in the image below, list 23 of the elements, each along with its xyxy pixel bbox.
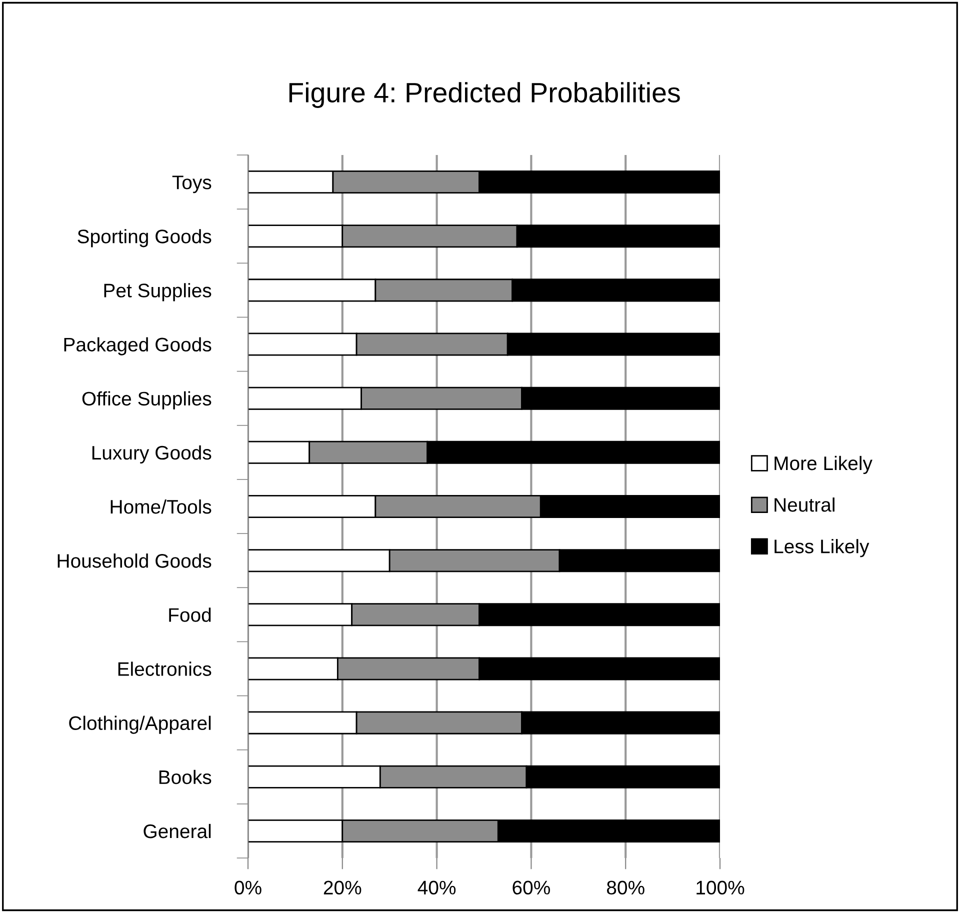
y-tick-label: Household Goods (58, 554, 212, 568)
x-tick-label: 80% (606, 880, 644, 895)
x-tick-label: 0% (234, 880, 262, 895)
y-tick-label: Toys (172, 176, 212, 194)
legend-label: More Likely (774, 456, 872, 474)
y-tick-label: Office Supplies (82, 391, 212, 410)
y-tick-label: Clothing/Apparel (69, 716, 211, 734)
y-tick-label: Packaged Goods (64, 337, 212, 356)
y-tick-label: Electronics (118, 662, 212, 676)
legend-label: Less Likely (774, 539, 870, 558)
y-tick-label: Sporting Goods (78, 229, 212, 248)
y-tick-label: Food (169, 608, 211, 622)
y-tick-label: Books (159, 770, 212, 784)
x-tick-label: 20% (324, 880, 362, 895)
y-tick-label: General (144, 824, 211, 838)
y-tick-label: Pet Supplies (104, 283, 212, 302)
x-tick-label: 60% (512, 880, 550, 895)
x-tick-label: 40% (418, 880, 456, 895)
chart-title: Figure 4: Predicted Probabilities (289, 82, 680, 108)
legend-label: Neutral (774, 497, 834, 512)
x-tick-label: 100% (696, 880, 744, 895)
y-tick-label: Luxury Goods (92, 445, 212, 464)
y-tick-label: Home/Tools (110, 499, 212, 514)
